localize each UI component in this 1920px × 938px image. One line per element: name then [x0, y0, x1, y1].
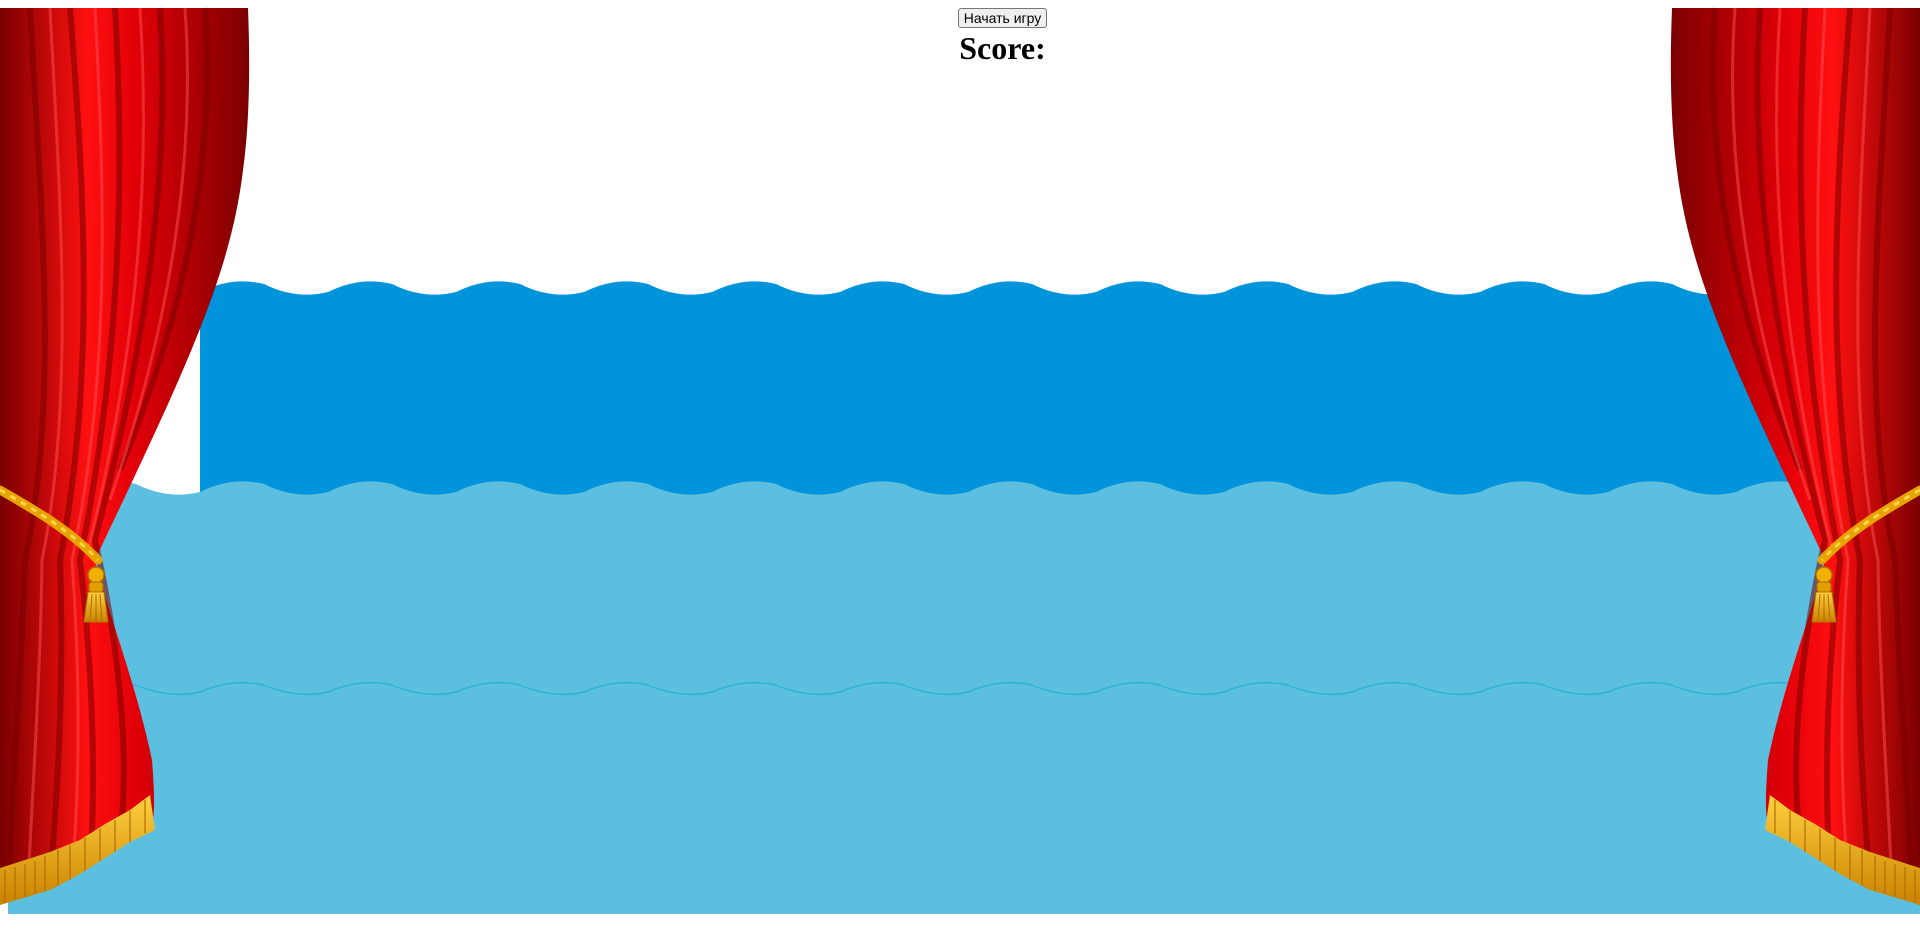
curtain-left — [0, 7, 250, 905]
score-display: Score: — [0, 30, 1920, 66]
tassel-icon — [83, 566, 109, 623]
start-game-button[interactable]: Начать игру — [957, 8, 1048, 28]
score-label: Score: — [959, 30, 1046, 66]
game-hud: Начать игру Score: — [0, 8, 1920, 66]
curtain-right — [1670, 7, 1920, 905]
wave-layer-light — [8, 481, 1920, 914]
wave-line — [71, 681, 1920, 696]
tassel-icon — [1811, 566, 1837, 623]
